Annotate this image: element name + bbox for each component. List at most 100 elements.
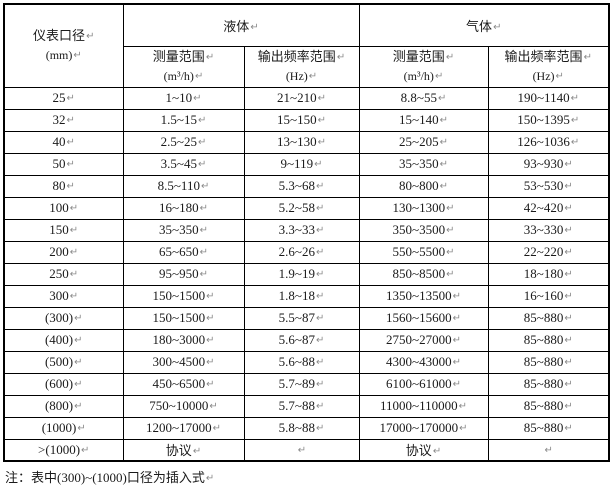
paragraph-mark: ↵ bbox=[583, 52, 592, 63]
paragraph-mark: ↵ bbox=[452, 313, 461, 324]
paragraph-mark: ↵ bbox=[74, 379, 83, 390]
paragraph-mark: ↵ bbox=[74, 313, 83, 324]
paragraph-mark: ↵ bbox=[209, 401, 218, 412]
cell-liquid-measure-range: 8.5~110↵ bbox=[122, 174, 245, 198]
table-row: 100↵ 16~180↵ 5.2~58↵ 130~1300↵ 42~420↵ bbox=[3, 196, 610, 220]
cell-liquid-freq-range: 5.7~88↵ bbox=[243, 394, 360, 418]
paragraph-mark: ↵ bbox=[315, 313, 325, 324]
paragraph-mark: ↵ bbox=[86, 31, 95, 43]
cell-diameter: 150↵ bbox=[3, 218, 124, 242]
paragraph-mark: ↵ bbox=[564, 335, 573, 346]
paragraph-mark: ↵ bbox=[315, 203, 325, 214]
paragraph-mark: ↵ bbox=[315, 423, 325, 434]
cell-liquid-measure-range: 450~6500↵ bbox=[122, 372, 245, 396]
cell-gas-measure-range: 1350~13500↵ bbox=[358, 284, 489, 308]
paragraph-mark: ↵ bbox=[81, 444, 90, 456]
paragraph-mark: ↵ bbox=[570, 115, 580, 126]
paragraph-mark: ↵ bbox=[308, 71, 318, 82]
cell-gas-freq-range: 18~180↵ bbox=[487, 262, 610, 286]
paragraph-mark: ↵ bbox=[199, 203, 208, 214]
cell-diameter: 32↵ bbox=[3, 108, 124, 132]
paragraph-mark: ↵ bbox=[69, 269, 79, 280]
cell-gas-measure-range: 1560~15600↵ bbox=[358, 306, 489, 330]
cell-diameter: 100↵ bbox=[3, 196, 124, 220]
paragraph-mark: ↵ bbox=[197, 115, 207, 126]
cell-gas-measure-range: 25~205↵ bbox=[358, 130, 489, 154]
paragraph-mark: ↵ bbox=[197, 137, 207, 148]
paragraph-mark: ↵ bbox=[193, 93, 202, 104]
paragraph-mark: ↵ bbox=[315, 291, 325, 302]
cell-liquid-freq-range: 1.8~18↵ bbox=[243, 284, 360, 308]
table-row: 80↵ 8.5~110↵ 5.3~68↵ 80~800↵ 53~530↵ bbox=[3, 174, 610, 198]
paragraph-mark: ↵ bbox=[564, 269, 573, 280]
cell-gas-freq-range: 85~880↵ bbox=[487, 416, 610, 440]
header-row-groups: 仪表口径↵ (mm)↵ 液体↵ 气体↵ bbox=[3, 3, 610, 88]
paragraph-mark: ↵ bbox=[452, 335, 461, 346]
cell-liquid-measure-range: 2.5~25↵ bbox=[122, 130, 245, 154]
table-row: (300)↵ 150~1500↵ 5.5~87↵ 1560~15600↵ 85~880↵ bbox=[3, 306, 610, 330]
cell-gas-measure-range: 80~800↵ bbox=[358, 174, 489, 198]
cell-liquid-freq-range: 5.8~88↵ bbox=[243, 416, 360, 440]
table-row: 150↵ 35~350↵ 3.3~33↵ 350~3500↵ 33~330↵ bbox=[3, 218, 610, 242]
cell-gas-freq-range: 33~330↵ bbox=[487, 218, 610, 242]
cell-liquid-freq-range: 9~119↵ bbox=[243, 152, 360, 176]
paragraph-mark: ↵ bbox=[314, 159, 323, 170]
paragraph-mark: ↵ bbox=[446, 225, 455, 236]
paragraph-mark: ↵ bbox=[205, 52, 215, 63]
cell-gas-measure-range: 850~8500↵ bbox=[358, 262, 489, 286]
header-cell-gas-freq-range: 输出频率范围↵ (Hz)↵ bbox=[487, 45, 610, 88]
cell-gas-freq-range: 53~530↵ bbox=[487, 174, 610, 198]
paragraph-mark: ↵ bbox=[437, 93, 447, 104]
cell-liquid-measure-range: 95~950↵ bbox=[122, 262, 245, 286]
cell-gas-freq-range: 85~880↵ bbox=[487, 328, 610, 352]
paragraph-mark: ↵ bbox=[446, 203, 455, 214]
cell-gas-freq-range: 22~220↵ bbox=[487, 240, 610, 264]
header-cell-diameter: 仪表口径↵ (mm)↵ bbox=[3, 3, 124, 88]
cell-gas-measure-range: 协议↵ bbox=[358, 438, 489, 462]
paragraph-mark: ↵ bbox=[66, 181, 75, 192]
paragraph-mark: ↵ bbox=[564, 225, 573, 236]
paragraph-mark: ↵ bbox=[206, 291, 215, 302]
cell-diameter: 80↵ bbox=[3, 174, 124, 198]
cell-gas-freq-range: 190~1140↵ bbox=[487, 86, 610, 110]
cell-liquid-freq-range: 5.3~68↵ bbox=[243, 174, 360, 198]
table-row: (800)↵ 750~10000↵ 5.7~88↵ 11000~110000↵ 85~8… bbox=[3, 394, 610, 418]
cell-liquid-freq-range: 5.5~87↵ bbox=[243, 306, 360, 330]
paragraph-mark: ↵ bbox=[197, 159, 207, 170]
paragraph-mark: ↵ bbox=[570, 93, 579, 104]
cell-gas-freq-range: 42~420↵ bbox=[487, 196, 610, 220]
cell-gas-measure-range: 35~350↵ bbox=[358, 152, 489, 176]
cell-gas-freq-range: ↵ bbox=[487, 438, 610, 462]
paragraph-mark: ↵ bbox=[564, 313, 573, 324]
paragraph-mark: ↵ bbox=[317, 93, 326, 104]
paragraph-mark: ↵ bbox=[315, 247, 325, 258]
cell-diameter: (300)↵ bbox=[3, 306, 124, 330]
paragraph-mark: ↵ bbox=[446, 247, 455, 258]
cell-liquid-measure-range: 300~4500↵ bbox=[122, 350, 245, 374]
paragraph-mark: ↵ bbox=[66, 159, 75, 170]
paragraph-mark: ↵ bbox=[570, 137, 580, 148]
cell-gas-freq-range: 126~1036↵ bbox=[487, 130, 610, 154]
paragraph-mark: ↵ bbox=[66, 137, 75, 148]
paragraph-mark: ↵ bbox=[74, 401, 83, 412]
cell-liquid-measure-range: 16~180↵ bbox=[122, 196, 245, 220]
paragraph-mark: ↵ bbox=[74, 357, 83, 368]
cell-gas-freq-range: 16~160↵ bbox=[487, 284, 610, 308]
paragraph-mark: ↵ bbox=[564, 401, 573, 412]
paragraph-mark: ↵ bbox=[77, 423, 86, 434]
paragraph-mark: ↵ bbox=[564, 181, 573, 192]
paragraph-mark: ↵ bbox=[206, 357, 215, 368]
cell-diameter: 25↵ bbox=[3, 86, 124, 110]
cell-gas-freq-range: 150~1395↵ bbox=[487, 108, 610, 132]
cell-liquid-measure-range: 3.5~45↵ bbox=[122, 152, 245, 176]
cell-diameter: >(1000)↵ bbox=[3, 438, 124, 462]
table-row: (600)↵ 450~6500↵ 5.7~89↵ 6100~61000↵ 85~880↵ bbox=[3, 372, 610, 396]
paragraph-mark: ↵ bbox=[439, 181, 448, 192]
cell-liquid-freq-range: ↵ bbox=[243, 438, 360, 462]
paragraph-mark: ↵ bbox=[564, 203, 573, 214]
header-cell-gas-measure-range: 测量范围↵ (m³/h)↵ bbox=[358, 45, 489, 88]
cell-gas-freq-range: 85~880↵ bbox=[487, 372, 610, 396]
paragraph-mark: ↵ bbox=[66, 93, 75, 104]
paragraph-mark: ↵ bbox=[544, 444, 553, 456]
table-row: 32↵ 1.5~15↵ 15~150↵ 15~140↵ 150~1395↵ bbox=[3, 108, 610, 132]
